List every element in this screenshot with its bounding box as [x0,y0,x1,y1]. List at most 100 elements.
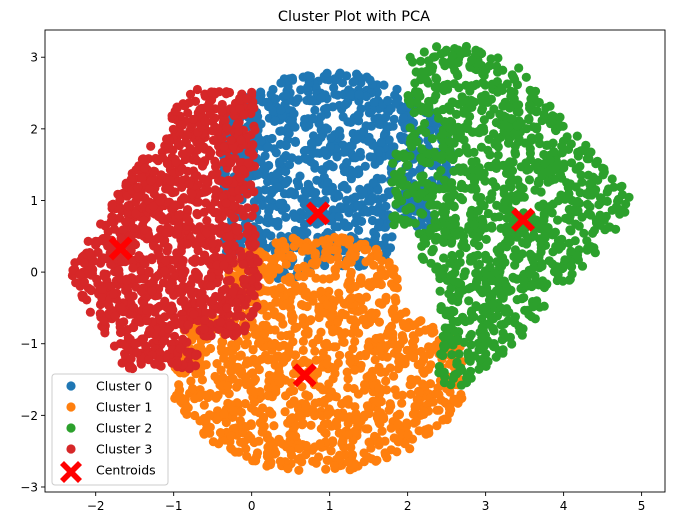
scatter-point [374,156,384,166]
scatter-point [454,349,464,359]
scatter-point [316,286,326,296]
scatter-point [360,245,370,255]
scatter-point [408,409,418,419]
scatter-point [373,251,383,262]
scatter-point [425,379,435,389]
scatter-point [177,164,187,174]
legend-label: Cluster 1 [96,400,152,415]
scatter-point [332,152,342,162]
scatter-point [463,123,473,133]
scatter-point [220,284,230,294]
scatter-point [380,450,391,460]
scatter-point [140,225,150,235]
scatter-point [246,286,256,296]
scatter-point [402,418,412,428]
scatter-point [168,124,178,134]
scatter-point [132,347,142,358]
scatter-point [352,242,362,252]
scatter-point [146,141,156,151]
scatter-point [205,343,216,354]
scatter-point [398,319,408,329]
scatter-point [285,387,295,397]
scatter-point [247,211,257,221]
scatter-point [471,268,481,278]
scatter-point [392,274,402,284]
scatter-point [144,184,155,194]
scatter-point [372,207,383,217]
scatter-point [527,87,537,97]
scatter-point [110,311,120,321]
scatter-point [177,149,188,159]
scatter-point [427,134,437,144]
scatter-point [141,341,151,351]
scatter-point [183,108,193,118]
scatter-point [83,236,93,246]
scatter-point [187,121,197,131]
scatter-point [334,259,344,269]
scatter-point [385,399,395,409]
scatter-point [106,259,116,269]
scatter-point [466,340,476,350]
legend: Cluster 0 Cluster 1 Cluster 2 Cluster 3 Cent… [51,373,169,486]
scatter-point [424,108,434,118]
scatter-point [510,149,521,159]
scatter-point [202,216,212,226]
series-cluster-2 [387,41,634,390]
scatter-point [386,423,396,433]
scatter-point [104,301,114,311]
scatter-point [119,317,129,327]
scatter-point [426,258,436,268]
scatter-point [611,224,621,234]
scatter-point [382,248,392,258]
scatter-point [499,257,509,267]
scatter-point [476,142,487,152]
scatter-point [175,343,185,354]
scatter-point [449,79,459,89]
scatter-point [493,67,503,77]
scatter-point [282,330,292,341]
scatter-point [450,44,460,54]
scatter-point [343,382,353,393]
scatter-point [483,208,493,219]
scatter-point [562,132,572,142]
scatter-point [171,157,181,167]
scatter-point [466,209,476,219]
scatter-point [138,334,149,344]
scatter-point [300,145,310,156]
scatter-point [312,256,322,267]
scatter-point [435,367,445,377]
scatter-point [409,107,419,118]
scatter-point [374,119,384,129]
scatter-point [243,222,253,232]
scatter-point [560,255,570,265]
scatter-point [109,341,120,351]
scatter-point [467,81,477,91]
scatter-point [501,168,512,178]
scatter-point [201,228,211,238]
scatter-point [374,218,384,228]
scatter-point [272,239,282,249]
scatter-point [459,337,469,347]
scatter-point [446,335,456,345]
scatter-point [93,247,103,257]
x-tick-label: 5 [638,499,646,513]
scatter-point [408,57,418,67]
scatter-point [310,346,320,356]
scatter-point [216,365,226,375]
scatter-point [447,294,457,304]
scatter-point [522,124,532,134]
centroid-marker [292,363,317,388]
scatter-point [199,207,209,217]
scatter-point [240,340,250,350]
scatter-point [536,235,547,245]
scatter-point [247,87,257,97]
scatter-point [475,355,485,365]
scatter-point [344,208,354,218]
scatter-point [344,277,354,287]
scatter-point [358,188,368,198]
scatter-point [525,144,535,154]
scatter-point [259,329,269,339]
scatter-point [169,331,180,341]
scatter-point [474,232,484,242]
scatter-point [276,283,286,293]
